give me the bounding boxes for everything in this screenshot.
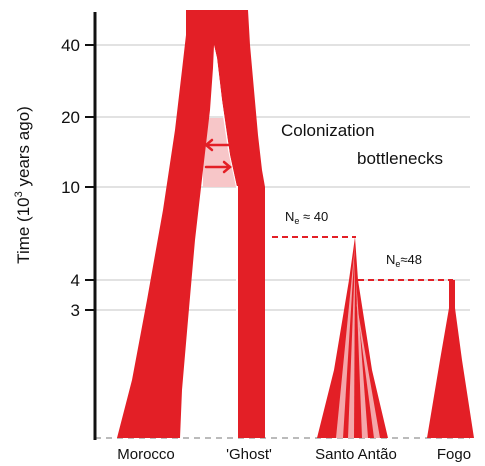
population-label-morocco: Morocco bbox=[117, 446, 175, 463]
gridlines bbox=[95, 44, 470, 311]
y-axis-title: Time (103 years ago) bbox=[13, 106, 33, 264]
annotation-line-2: bottlenecks bbox=[357, 149, 443, 168]
ancestral-population-shape bbox=[117, 10, 265, 438]
population-label-fogo: Fogo bbox=[437, 446, 471, 463]
tick-label-10: 10 bbox=[61, 178, 80, 197]
fogo-population bbox=[427, 280, 474, 438]
tick-label-40: 40 bbox=[61, 36, 80, 55]
tick-label-3: 3 bbox=[71, 301, 80, 320]
ne-label-fogo: Ne≈48 bbox=[386, 252, 422, 269]
population-label-santo-antao: Santo Antão bbox=[315, 446, 397, 463]
tick-label-4: 4 bbox=[71, 271, 80, 290]
population-label-ghost: 'Ghost' bbox=[226, 446, 272, 463]
arrow-left-icon bbox=[204, 138, 232, 152]
ghost-solid-cover bbox=[236, 186, 238, 439]
tick-label-20: 20 bbox=[61, 108, 80, 127]
annotation-line-1: Colonization bbox=[281, 121, 375, 140]
y-axis-ticks bbox=[85, 44, 95, 311]
arrow-right-icon bbox=[204, 160, 232, 174]
santo-antao-population bbox=[317, 237, 388, 438]
ghost-population-fade bbox=[237, 187, 265, 438]
ne-label-santo-antao: Ne ≈ 40 bbox=[285, 209, 328, 226]
